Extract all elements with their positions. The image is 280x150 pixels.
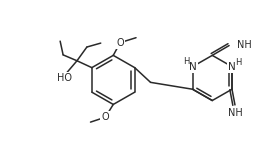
Text: H: H [183,57,190,66]
Text: HO: HO [57,74,72,83]
Text: H: H [235,58,241,67]
Text: NH: NH [237,40,252,50]
Text: NH: NH [228,108,242,118]
Text: O: O [102,112,109,122]
Text: O: O [116,38,124,48]
Text: N: N [189,62,197,72]
Text: N: N [228,62,236,72]
